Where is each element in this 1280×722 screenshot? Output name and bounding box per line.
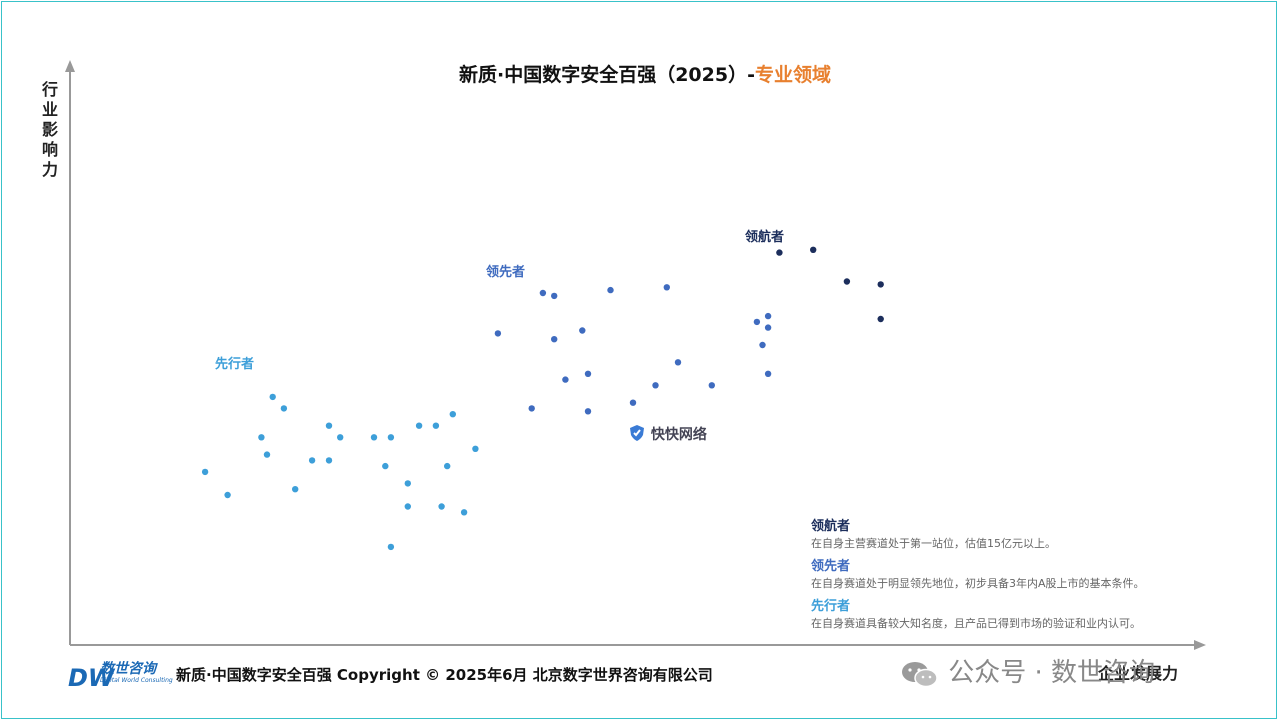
data-point (753, 318, 761, 326)
data-point (258, 434, 265, 441)
legend-description: 在自身赛道处于明显领先地位，初步具备3年内A股上市的基本条件。 (811, 577, 1145, 590)
data-point (432, 422, 440, 429)
data-point (776, 249, 783, 256)
data-point (764, 312, 772, 320)
y-axis-label: 行业影响力 (40, 80, 60, 180)
data-point (370, 434, 378, 441)
data-point (444, 462, 451, 470)
data-point (674, 359, 682, 366)
data-point (404, 503, 411, 510)
data-point (308, 457, 316, 464)
legend-description: 在自身主营赛道处于第一站位，估值15亿元以上。 (811, 537, 1056, 550)
data-point (877, 281, 884, 288)
y-axis-label-char: 行 (41, 80, 58, 99)
company-logo: DW 数世咨询 Digital World Consulting (66, 658, 176, 698)
data-point (292, 486, 299, 493)
data-point (584, 408, 592, 415)
data-point (460, 509, 468, 516)
chart-title-accent: 专业领域 (754, 64, 831, 86)
data-point (562, 376, 569, 383)
data-point (843, 278, 851, 285)
legend: 领航者在自身主营赛道处于第一站位，估值15亿元以上。 领先者在自身赛道处于明显领先… (811, 518, 1271, 638)
wechat-icon (902, 661, 938, 687)
data-point (325, 422, 333, 429)
data-point (579, 327, 586, 334)
data-point (269, 393, 276, 401)
data-point (652, 382, 659, 389)
overlay-mark-text: 快快网络 (650, 427, 707, 443)
data-point (201, 468, 209, 476)
data-point (708, 382, 715, 389)
group-label: 领先者 (486, 265, 526, 280)
data-point (438, 503, 445, 510)
data-point (387, 543, 395, 551)
overlay-mark: 快快网络 (628, 424, 707, 444)
data-point (415, 422, 423, 429)
data-point (764, 370, 772, 377)
data-point (382, 462, 389, 470)
data-point (759, 341, 766, 349)
data-point (404, 480, 411, 487)
y-axis-label-char: 影 (41, 120, 58, 139)
watermark-text: 公众号 · 数世咨询 (948, 658, 1156, 688)
data-point (337, 434, 344, 441)
chart-title: 新质·中国数字安全百强（2025）-专业领域 (0, 60, 1280, 87)
group-label: 领航者 (745, 230, 785, 245)
x-axis-arrow (1194, 640, 1206, 650)
data-point (663, 284, 670, 291)
data-point (877, 315, 884, 323)
watermark: 公众号 · 数世咨询 (900, 652, 1155, 689)
data-point (607, 286, 614, 294)
chart-title-main: 新质·中国数字安全百强（2025）- (458, 64, 755, 86)
logo-cn: 数世咨询 (100, 661, 156, 677)
y-axis-arrow (65, 60, 75, 72)
data-point (539, 289, 547, 297)
logo-en: Digital World Consulting (100, 677, 173, 684)
legend-title: 领航者 (811, 519, 851, 534)
data-point (494, 330, 502, 337)
shield-icon (630, 425, 644, 441)
copyright-footer: 新质·中国数字安全百强 Copyright © 2025年6月 北京数字世界咨询… (176, 666, 713, 684)
y-axis-label-char: 业 (41, 100, 58, 119)
data-point (263, 451, 271, 458)
legend-title: 先行者 (811, 599, 851, 614)
legend-description: 在自身赛道具备较大知名度，且产品已得到市场的验证和业内认可。 (811, 617, 1141, 630)
x-axis-label: 企业发展力 (1098, 664, 1179, 683)
data-point (584, 370, 592, 377)
data-point (325, 457, 333, 464)
data-point (280, 405, 288, 412)
logo-letters: DW (68, 664, 115, 692)
data-point (387, 434, 395, 441)
data-points (201, 246, 884, 551)
data-point (551, 292, 558, 300)
data-point (551, 336, 558, 343)
group-label: 先行者 (215, 357, 255, 372)
legend-title: 领先者 (811, 559, 851, 574)
y-axis-label-char: 响 (41, 140, 58, 159)
data-point (629, 399, 637, 406)
data-point (449, 411, 456, 418)
data-point (472, 445, 479, 452)
axes (65, 60, 1206, 650)
y-axis-label-char: 力 (41, 160, 58, 179)
data-point (764, 324, 772, 331)
data-point (224, 491, 231, 499)
data-point (528, 405, 535, 412)
data-point (810, 246, 817, 253)
